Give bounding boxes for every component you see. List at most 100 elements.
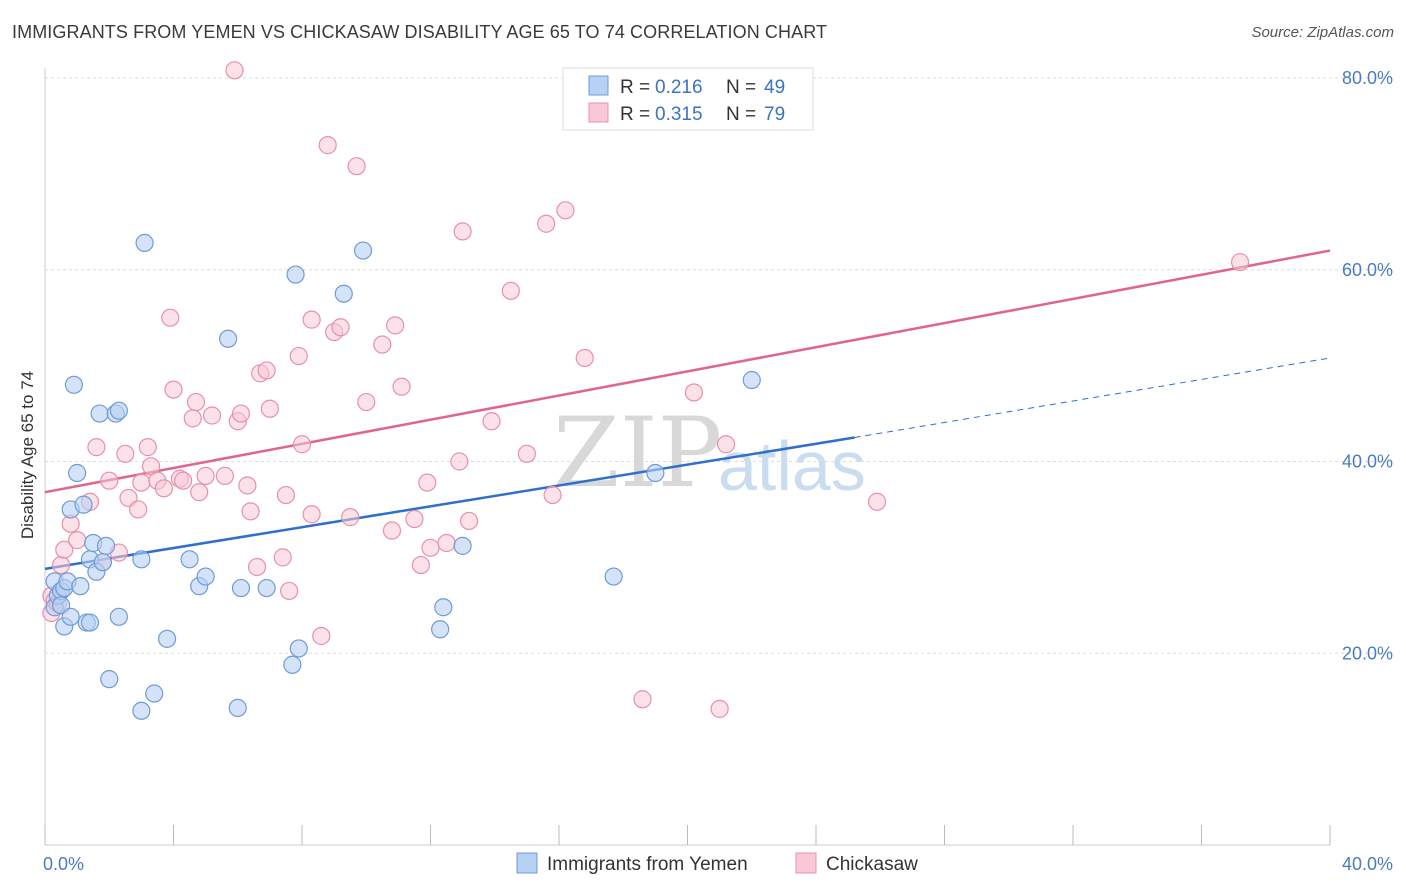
- point-chickasaw: [517, 444, 536, 463]
- point-chickasaw: [273, 548, 292, 567]
- point-chickasaw: [318, 136, 337, 155]
- point-yemen: [132, 550, 151, 569]
- point-chickasaw: [373, 335, 392, 354]
- point-chickasaw: [68, 531, 87, 550]
- point-yemen: [109, 607, 128, 626]
- point-chickasaw: [292, 435, 312, 454]
- point-chickasaw: [331, 318, 350, 337]
- legend-n-label-1: N =: [726, 77, 756, 98]
- point-yemen: [145, 684, 164, 703]
- point-yemen: [61, 607, 80, 626]
- legend-label-yemen: Immigrants from Yemen: [547, 854, 748, 875]
- point-chickasaw: [116, 444, 135, 463]
- point-chickasaw: [684, 383, 704, 402]
- point-yemen: [353, 241, 373, 260]
- point-yemen: [135, 233, 154, 253]
- point-chickasaw: [247, 557, 267, 577]
- legend-swatch-chickasaw: [588, 102, 609, 123]
- point-yemen: [289, 639, 308, 658]
- trend-line-yemen: [44, 436, 855, 571]
- point-chickasaw: [164, 380, 183, 399]
- axes: [44, 68, 1331, 846]
- legend-n-label-2: N =: [726, 104, 756, 125]
- point-chickasaw: [302, 310, 321, 329]
- point-yemen: [90, 404, 109, 423]
- point-chickasaw: [482, 412, 501, 431]
- point-yemen: [228, 698, 247, 717]
- point-chickasaw: [341, 508, 360, 527]
- point-yemen: [157, 629, 177, 648]
- point-yemen: [453, 536, 472, 555]
- point-chickasaw: [241, 502, 260, 521]
- point-chickasaw: [312, 626, 331, 646]
- point-chickasaw: [183, 409, 202, 428]
- point-chickasaw: [537, 214, 556, 233]
- point-chickasaw: [154, 479, 173, 498]
- data-points: [42, 61, 1250, 720]
- trend-line-yemen-extension: [854, 357, 1331, 439]
- point-chickasaw: [556, 201, 575, 220]
- point-yemen: [431, 620, 450, 639]
- y-tick-label: 80.0%: [1342, 68, 1393, 88]
- legend-n-value-1: 49: [764, 77, 785, 98]
- point-chickasaw: [202, 406, 222, 425]
- point-yemen: [109, 401, 128, 420]
- point-chickasaw: [276, 485, 296, 505]
- point-chickasaw: [501, 281, 520, 300]
- point-yemen: [180, 550, 199, 569]
- x-tick-label: 40.0%: [1342, 854, 1393, 874]
- point-chickasaw: [633, 690, 652, 709]
- point-chickasaw: [55, 540, 74, 559]
- point-chickasaw: [190, 483, 209, 502]
- y-axis-title: Disability Age 65 to 74: [18, 371, 37, 539]
- point-yemen: [96, 536, 116, 555]
- point-chickasaw: [260, 399, 279, 418]
- point-yemen: [74, 495, 93, 514]
- point-chickasaw: [100, 471, 119, 490]
- legend-r-value-2: 0.315: [655, 104, 703, 125]
- point-chickasaw: [867, 492, 887, 511]
- point-yemen: [100, 670, 119, 689]
- point-yemen: [742, 370, 761, 390]
- point-yemen: [604, 567, 623, 586]
- point-chickasaw: [437, 533, 456, 553]
- point-yemen: [80, 613, 100, 632]
- point-chickasaw: [459, 511, 479, 531]
- point-chickasaw: [716, 435, 736, 454]
- point-chickasaw: [418, 473, 437, 492]
- point-chickasaw: [405, 509, 424, 529]
- point-yemen: [257, 578, 276, 598]
- source-label: Source: ZipAtlas.com: [1251, 24, 1394, 41]
- trend-lines: [44, 249, 1331, 571]
- point-chickasaw: [289, 346, 308, 366]
- legend-swatch-chickasaw: [795, 852, 817, 874]
- legend-r-value-1: 0.216: [655, 77, 703, 98]
- point-chickasaw: [453, 222, 472, 241]
- watermark: ZIP atlas: [553, 397, 866, 509]
- legend-label-chickasaw: Chickasaw: [826, 854, 918, 875]
- point-chickasaw: [174, 471, 193, 490]
- point-chickasaw: [225, 61, 244, 80]
- watermark-zip: ZIP: [553, 397, 722, 509]
- legend-n-value-2: 79: [764, 104, 785, 125]
- point-yemen: [286, 265, 305, 284]
- point-yemen: [71, 577, 90, 596]
- point-chickasaw: [231, 404, 251, 423]
- point-chickasaw: [382, 521, 402, 540]
- legend-r-label-1: R =: [620, 77, 650, 98]
- legend-swatch-yemen: [516, 852, 538, 874]
- point-chickasaw: [1230, 252, 1250, 272]
- y-tick-label: 20.0%: [1342, 643, 1393, 663]
- point-chickasaw: [421, 538, 440, 557]
- point-yemen: [434, 598, 453, 617]
- point-chickasaw: [347, 157, 366, 176]
- point-chickasaw: [357, 392, 376, 412]
- point-yemen: [283, 655, 302, 674]
- point-yemen: [93, 553, 112, 572]
- point-chickasaw: [138, 438, 157, 457]
- point-chickasaw: [161, 308, 180, 327]
- point-chickasaw: [196, 466, 215, 485]
- point-chickasaw: [129, 500, 148, 519]
- point-yemen: [646, 463, 665, 483]
